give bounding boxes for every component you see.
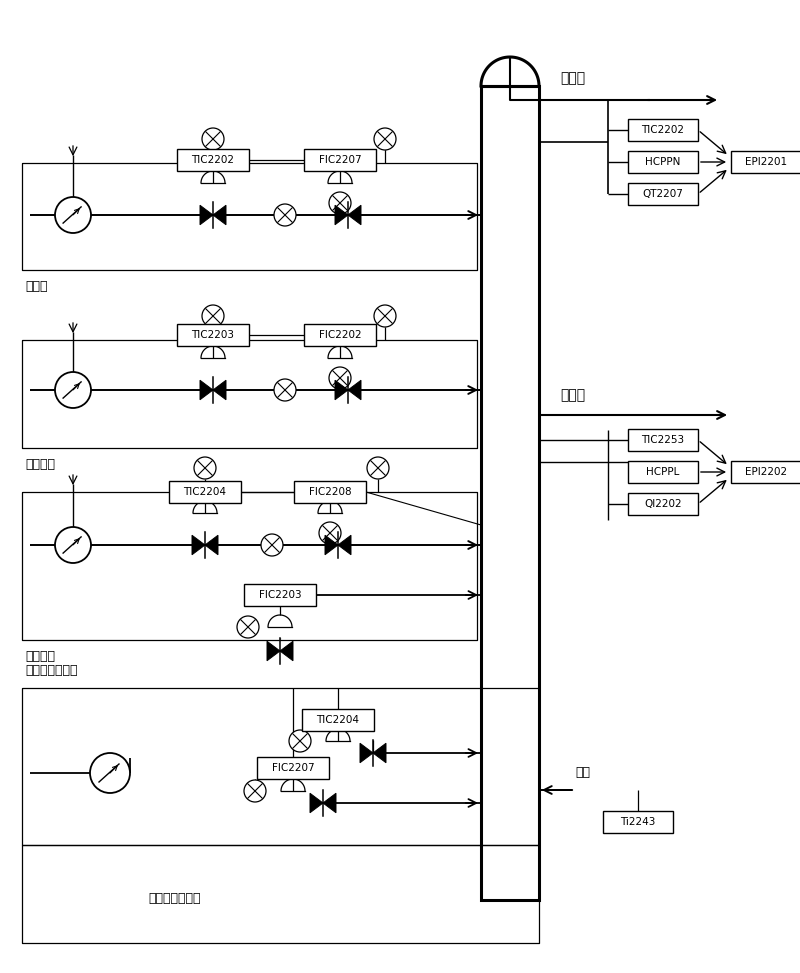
Circle shape [244, 780, 266, 802]
Polygon shape [192, 535, 205, 555]
Polygon shape [200, 380, 213, 400]
Text: HCPPN: HCPPN [646, 157, 681, 167]
Text: Ti2243: Ti2243 [620, 817, 656, 827]
Circle shape [274, 379, 296, 401]
Polygon shape [323, 793, 336, 812]
Polygon shape [200, 205, 213, 225]
Bar [628, 461, 698, 483]
Text: FIC2207: FIC2207 [272, 763, 314, 773]
Bar [628, 429, 698, 451]
Polygon shape [348, 380, 361, 400]
Text: 上塔底油浆循环: 上塔底油浆循环 [25, 664, 78, 676]
Polygon shape [373, 743, 386, 763]
Circle shape [289, 730, 311, 752]
Circle shape [274, 204, 296, 226]
Bar [169, 481, 241, 503]
Circle shape [90, 753, 130, 793]
Text: HCPPL: HCPPL [646, 467, 680, 477]
Polygon shape [280, 641, 293, 661]
Bar [628, 119, 698, 141]
Circle shape [367, 457, 389, 479]
Circle shape [329, 367, 351, 389]
Circle shape [55, 527, 91, 563]
Polygon shape [335, 380, 348, 400]
Bar [304, 149, 376, 171]
Bar [603, 811, 673, 833]
Text: 轻柴油: 轻柴油 [560, 388, 585, 402]
Text: QT2207: QT2207 [642, 189, 683, 199]
Text: TIC2204: TIC2204 [317, 715, 359, 725]
Bar [294, 481, 366, 503]
Circle shape [319, 522, 341, 544]
Circle shape [374, 128, 396, 150]
Polygon shape [338, 535, 351, 555]
Bar [257, 757, 329, 779]
Circle shape [194, 457, 216, 479]
Bar [628, 183, 698, 205]
Polygon shape [310, 793, 323, 812]
Bar [177, 149, 249, 171]
Text: FIC2207: FIC2207 [318, 155, 362, 165]
Text: FIC2203: FIC2203 [258, 590, 302, 600]
Text: 进料: 进料 [575, 766, 590, 778]
Text: 顶循环: 顶循环 [25, 279, 47, 293]
Bar [244, 584, 316, 606]
Bar [302, 709, 374, 731]
Polygon shape [360, 743, 373, 763]
Bar [628, 151, 698, 173]
Text: TIC2202: TIC2202 [191, 155, 234, 165]
Polygon shape [348, 205, 361, 225]
Text: 粗汽油: 粗汽油 [560, 71, 585, 85]
Text: 一中循环: 一中循环 [25, 457, 55, 471]
Polygon shape [213, 205, 226, 225]
Circle shape [202, 305, 224, 327]
Circle shape [202, 128, 224, 150]
Text: QI2202: QI2202 [644, 499, 682, 509]
Text: EPI2202: EPI2202 [745, 467, 787, 477]
Circle shape [261, 534, 283, 556]
Bar [481, 86, 539, 900]
Polygon shape [267, 641, 280, 661]
Text: TIC2204: TIC2204 [183, 487, 226, 497]
Polygon shape [205, 535, 218, 555]
Polygon shape [335, 205, 348, 225]
Bar [177, 324, 249, 346]
Circle shape [55, 197, 91, 233]
Text: FIC2202: FIC2202 [318, 330, 362, 340]
Text: FIC2208: FIC2208 [309, 487, 351, 497]
Circle shape [237, 616, 259, 638]
Bar [304, 324, 376, 346]
Bar [731, 461, 800, 483]
Text: EPI2201: EPI2201 [745, 157, 787, 167]
Polygon shape [213, 380, 226, 400]
Text: TIC2253: TIC2253 [642, 435, 685, 445]
Polygon shape [325, 535, 338, 555]
Bar [628, 493, 698, 515]
Text: TIC2203: TIC2203 [191, 330, 234, 340]
Text: TIC2202: TIC2202 [642, 125, 685, 135]
Circle shape [55, 372, 91, 408]
Text: 下塔底油浆循环: 下塔底油浆循环 [149, 892, 202, 906]
Text: 二中循环: 二中循环 [25, 650, 55, 663]
Bar [731, 151, 800, 173]
Circle shape [329, 192, 351, 214]
Circle shape [374, 305, 396, 327]
